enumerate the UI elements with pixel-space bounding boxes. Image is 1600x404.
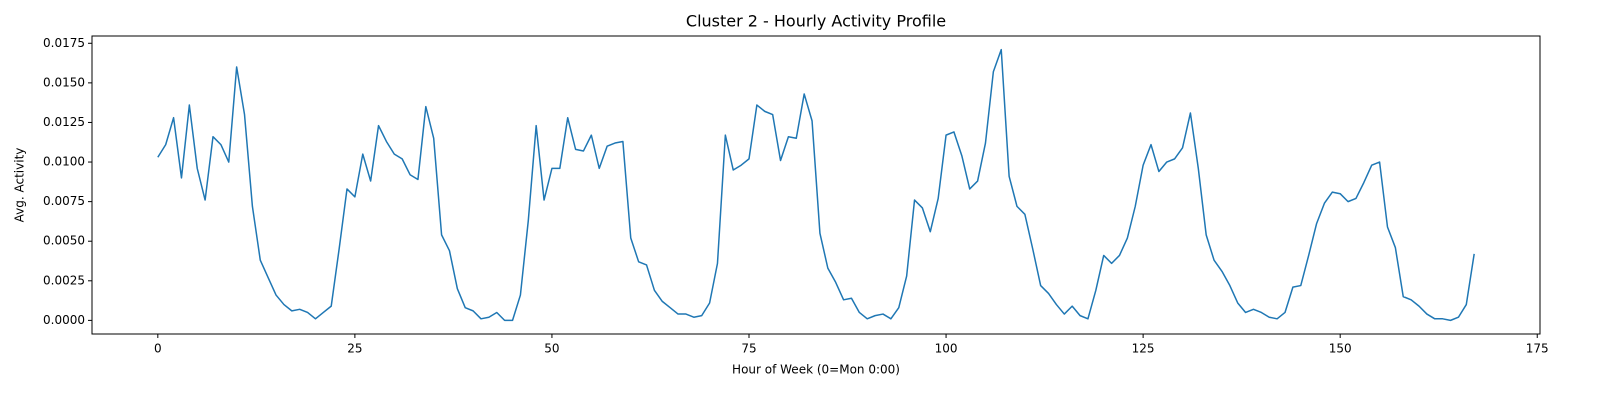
y-tick-label: 0.0000 [43, 313, 85, 327]
x-tick-label: 175 [1526, 342, 1549, 356]
y-tick-label: 0.0150 [43, 75, 85, 89]
y-tick-label: 0.0075 [43, 194, 85, 208]
chart-title: Cluster 2 - Hourly Activity Profile [686, 12, 946, 31]
y-tick-label: 0.0175 [43, 36, 85, 50]
x-tick-label: 100 [935, 342, 958, 356]
x-tick-label: 125 [1132, 342, 1155, 356]
x-tick-label: 75 [741, 342, 756, 356]
y-tick-label: 0.0050 [43, 234, 85, 248]
plot-frame [91, 35, 1541, 335]
y-tick-label: 0.0125 [43, 115, 85, 129]
y-tick-label: 0.0100 [43, 155, 85, 169]
y-axis-label: Avg. Activity [13, 148, 27, 223]
x-tick-label: 25 [347, 342, 362, 356]
x-tick-label: 150 [1329, 342, 1352, 356]
data-line [157, 48, 1475, 322]
x-axis-label: Hour of Week (0=Mon 0:00) [732, 363, 900, 377]
x-tick-label: 50 [544, 342, 559, 356]
x-tick-label: 0 [154, 342, 162, 356]
y-tick-label: 0.0025 [43, 273, 85, 287]
